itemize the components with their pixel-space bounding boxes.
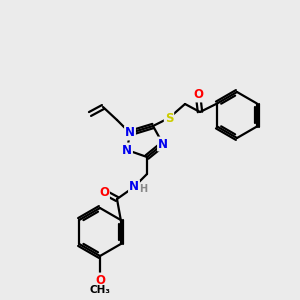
Text: N: N [125, 127, 135, 140]
Text: N: N [158, 137, 168, 151]
Text: CH₃: CH₃ [89, 285, 110, 295]
Text: H: H [139, 184, 147, 194]
Text: S: S [165, 112, 173, 124]
Text: N: N [129, 181, 139, 194]
Text: O: O [95, 274, 105, 286]
Text: O: O [99, 185, 109, 199]
Text: O: O [193, 88, 203, 101]
Text: N: N [122, 143, 132, 157]
